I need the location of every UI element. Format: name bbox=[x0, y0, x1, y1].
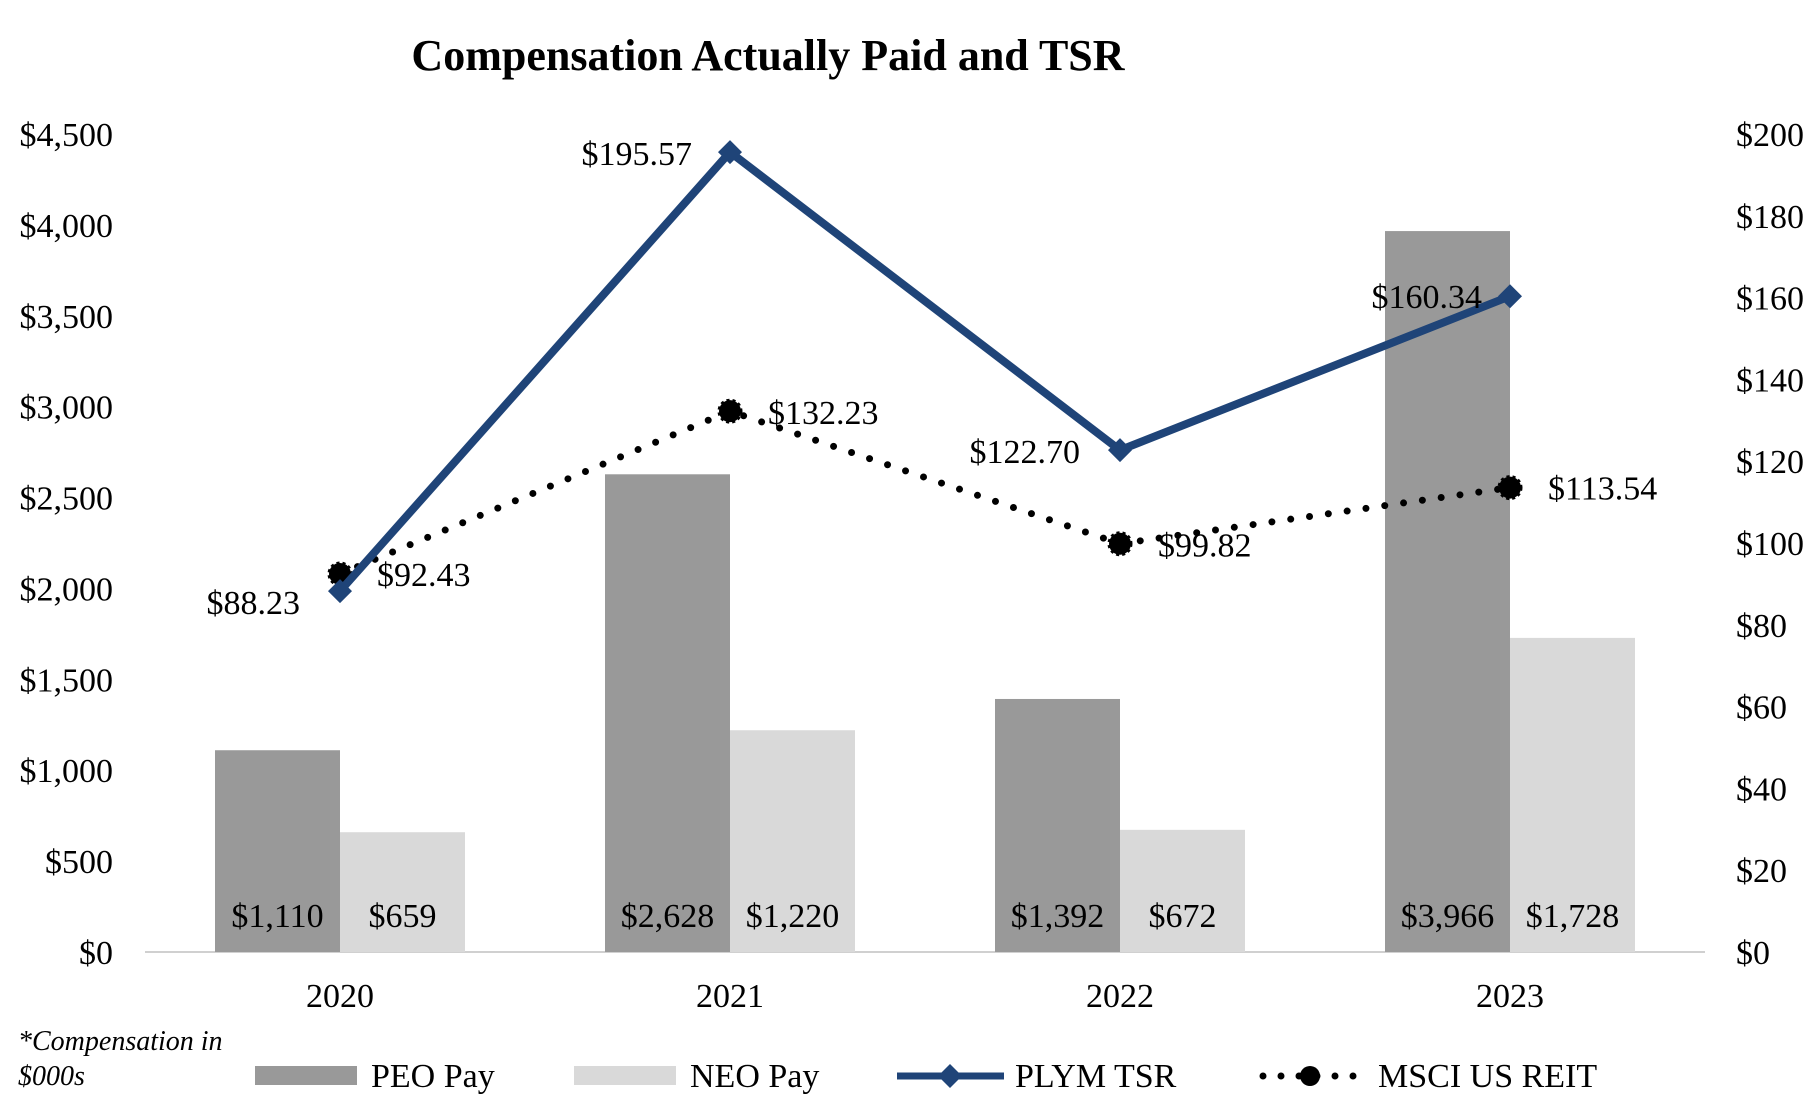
y-right-tick-label: $20 bbox=[1736, 853, 1787, 890]
y-right-tick-label: $160 bbox=[1736, 281, 1804, 318]
neo-pay-bar-2020 bbox=[340, 832, 465, 952]
msci-us-reit-point-2023 bbox=[1497, 475, 1523, 501]
peo-pay-data-label: $2,628 bbox=[621, 898, 715, 935]
plym-tsr-data-label: $88.23 bbox=[207, 585, 301, 622]
y-right-tick-label: $80 bbox=[1736, 608, 1787, 645]
bars-group bbox=[215, 231, 1635, 952]
lines-group bbox=[327, 140, 1523, 604]
y-left-tick-label: $1,000 bbox=[20, 753, 114, 790]
peo-pay-bar-2022 bbox=[995, 698, 1120, 952]
peo-pay-data-label: $1,110 bbox=[231, 898, 323, 935]
neo-pay-data-label: $672 bbox=[1149, 898, 1217, 935]
neo-pay-bar-2021 bbox=[730, 730, 855, 952]
y-right-tick-label: $180 bbox=[1736, 199, 1804, 236]
y-left-tick-label: $500 bbox=[45, 844, 113, 881]
legend-plym-tsr-marker bbox=[938, 1064, 962, 1088]
plym-tsr-point-2021 bbox=[718, 140, 742, 165]
peo-pay-data-label: $1,392 bbox=[1011, 898, 1105, 935]
x-category-label: 2020 bbox=[306, 978, 374, 1015]
y-left-tick-label: $3,000 bbox=[20, 390, 114, 427]
msci-us-reit-data-label: $113.54 bbox=[1548, 471, 1657, 508]
peo-pay-data-label: $3,966 bbox=[1401, 898, 1495, 935]
y-right-tick-label: $200 bbox=[1736, 117, 1804, 154]
y-left-tick-label: $3,500 bbox=[20, 299, 114, 336]
y-left-tick-label: $4,000 bbox=[20, 208, 114, 245]
legend-plym-tsr-label: PLYM TSR bbox=[1015, 1058, 1177, 1095]
msci-us-reit-data-label: $132.23 bbox=[768, 395, 879, 432]
y-right-tick-label: $40 bbox=[1736, 771, 1787, 808]
y-left-tick-label: $4,500 bbox=[20, 117, 114, 154]
neo-pay-data-label: $1,220 bbox=[746, 898, 840, 935]
x-category-label: 2023 bbox=[1476, 978, 1544, 1015]
axes-group: $0 $500 $1,000 $1,500 $2,000 $2,500 $3,000 $3,5… bbox=[20, 117, 1805, 1015]
plym-tsr-point-2020 bbox=[328, 579, 352, 604]
y-left-tick-label: $2,000 bbox=[20, 571, 114, 608]
msci-us-reit-line bbox=[336, 407, 1514, 578]
legend-msci-us-reit-label: MSCI US REIT bbox=[1378, 1058, 1597, 1095]
y-right-tick-label: $120 bbox=[1736, 444, 1804, 481]
plym-tsr-data-label: $160.34 bbox=[1372, 279, 1483, 316]
plym-tsr-point-2023 bbox=[1498, 284, 1522, 309]
y-left-tick-label: $2,500 bbox=[20, 481, 114, 518]
plym-tsr-data-label: $195.57 bbox=[582, 136, 693, 173]
legend-msci-us-reit-marker bbox=[1300, 1066, 1320, 1086]
x-category-label: 2021 bbox=[696, 978, 764, 1015]
msci-us-reit-data-label: $99.82 bbox=[1158, 528, 1252, 565]
data-labels-group: $1,110 $2,628 $1,392 $3,966 $659 $1,220 $672 $1… bbox=[207, 136, 1658, 935]
peo-pay-bar-2023 bbox=[1385, 231, 1510, 952]
legend: PEO Pay NEO Pay PLYM TSR MSCI US REIT bbox=[255, 1058, 1597, 1095]
legend-neo-pay-label: NEO Pay bbox=[690, 1058, 819, 1095]
x-category-label: 2022 bbox=[1086, 978, 1154, 1015]
y-left-tick-label: $0 bbox=[79, 935, 113, 972]
legend-peo-pay-label: PEO Pay bbox=[371, 1058, 495, 1095]
y-left-tick-label: $1,500 bbox=[20, 662, 114, 699]
compensation-note-line1: *Compensation in bbox=[18, 1026, 223, 1057]
y-right-tick-label: $60 bbox=[1736, 690, 1787, 727]
plym-tsr-line bbox=[337, 146, 1512, 594]
plym-tsr-point-2022 bbox=[1108, 438, 1132, 463]
legend-neo-pay-swatch bbox=[574, 1066, 676, 1085]
chart-title: Compensation Actually Paid and TSR bbox=[411, 31, 1125, 80]
neo-pay-bar-2022 bbox=[1120, 829, 1245, 952]
msci-us-reit-data-label: $92.43 bbox=[377, 557, 471, 594]
peo-pay-bar-2021 bbox=[605, 474, 730, 952]
y-right-tick-label: $140 bbox=[1736, 362, 1804, 399]
compensation-note-line2: $000s bbox=[18, 1061, 85, 1092]
legend-peo-pay-swatch bbox=[255, 1066, 357, 1085]
neo-pay-data-label: $659 bbox=[369, 898, 437, 935]
peo-pay-bar-2020 bbox=[215, 750, 340, 952]
msci-us-reit-point-2022 bbox=[1107, 531, 1133, 557]
y-right-tick-label: $100 bbox=[1736, 526, 1804, 563]
plym-tsr-data-label: $122.70 bbox=[970, 434, 1081, 471]
neo-pay-bar-2023 bbox=[1510, 637, 1635, 952]
neo-pay-data-label: $1,728 bbox=[1526, 898, 1620, 935]
y-right-tick-label: $0 bbox=[1736, 935, 1770, 972]
msci-us-reit-point-2021 bbox=[717, 398, 743, 424]
